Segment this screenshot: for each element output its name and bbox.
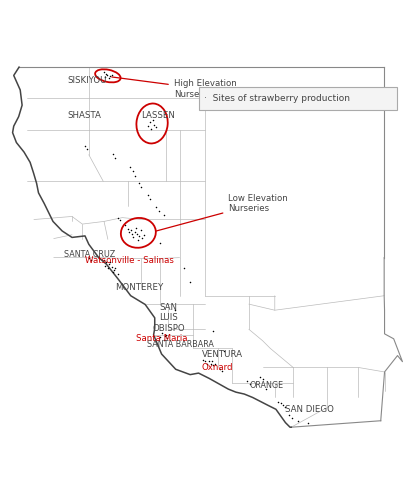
Text: SISKIYOU: SISKIYOU (68, 76, 107, 85)
Text: ORANGE: ORANGE (249, 381, 284, 390)
Text: SAN DIEGO: SAN DIEGO (286, 405, 334, 414)
Text: SHASTA: SHASTA (67, 112, 101, 120)
Text: High Elevation
Nurseries: High Elevation Nurseries (112, 77, 236, 99)
Text: Low Elevation
Nurseries: Low Elevation Nurseries (156, 194, 288, 231)
Text: SANTA CRUZ: SANTA CRUZ (64, 250, 116, 259)
Text: Santa Maria: Santa Maria (136, 334, 187, 343)
Text: LASSEN: LASSEN (142, 112, 176, 120)
FancyBboxPatch shape (199, 87, 397, 110)
Text: MONTEREY: MONTEREY (116, 283, 164, 292)
Text: VENTURA: VENTURA (202, 350, 243, 360)
Text: ·  Sites of strawberry production: · Sites of strawberry production (204, 94, 350, 103)
Text: Watsonville - Salinas: Watsonville - Salinas (85, 256, 174, 265)
Text: SAN
LUIS
OBISPO: SAN LUIS OBISPO (152, 303, 185, 332)
Text: SANTA BARBARA: SANTA BARBARA (147, 340, 214, 349)
Text: Oxnard: Oxnard (202, 363, 233, 372)
